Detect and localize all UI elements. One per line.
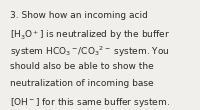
Text: [OH$^-$] for this same buffer system.: [OH$^-$] for this same buffer system. [10, 96, 170, 109]
Text: neutralization of incoming base: neutralization of incoming base [10, 79, 154, 88]
Text: system HCO$_3$$^-$/CO$_3$$^{2-}$ system. You: system HCO$_3$$^-$/CO$_3$$^{2-}$ system.… [10, 45, 170, 60]
Text: 3. Show how an incoming acid: 3. Show how an incoming acid [10, 11, 148, 20]
Text: [H$_3$O$^+$] is neutralized by the buffer: [H$_3$O$^+$] is neutralized by the buffe… [10, 28, 170, 42]
Text: should also be able to show the: should also be able to show the [10, 62, 154, 71]
